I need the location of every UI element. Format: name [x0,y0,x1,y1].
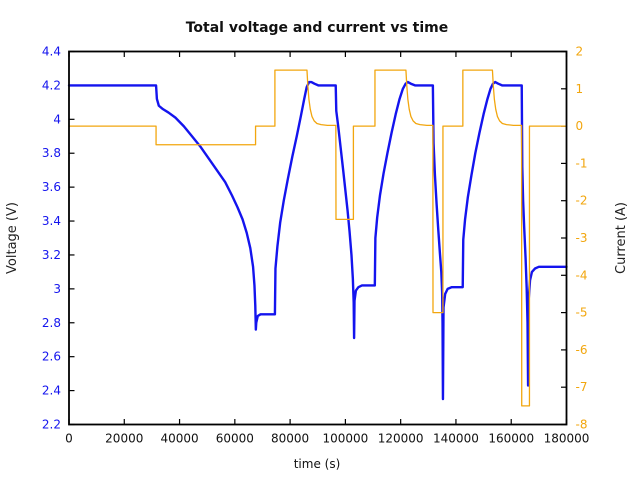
chart-title: Total voltage and current vs time [186,20,449,36]
y-right-tick-label: 1 [576,82,584,96]
y-right-tick-label: -7 [576,380,588,394]
y-left-tick-label: 3.4 [42,214,61,228]
x-tick-label: 0 [65,432,73,446]
y-right-tick-label: 2 [576,45,584,59]
y-left-tick-label: 4.4 [42,45,61,59]
axis-ticks: 0 20000 40000 60000 80000 100000 120000 140000 1… [42,45,590,446]
x-tick-label: 60000 [216,432,254,446]
y-right-tick-label: -8 [576,418,588,432]
y-left-tick-label: 3.2 [42,248,61,262]
y-right-tick-label: -4 [576,268,588,282]
y-left-axis-title: Voltage (V) [5,202,20,274]
x-axis-title: time (s) [294,457,341,471]
y-right-tick-label: -6 [576,343,588,357]
y-left-tick-label: 2.8 [42,316,61,330]
y-right-tick-label: -3 [576,231,588,245]
y-right-tick-label: -2 [576,194,588,208]
y-left-tick-label: 4 [53,112,61,126]
x-tick-label: 140000 [433,432,479,446]
voltage-line [67,80,568,401]
y-left-tick-label: 3 [53,282,61,296]
x-tick-label: 160000 [488,432,534,446]
y-left-tick-label: 2.4 [42,384,61,398]
x-tick-label: 20000 [105,432,143,446]
x-tick-label: 80000 [271,432,309,446]
y-right-axis-title: Current (A) [614,202,629,274]
x-tick-label: 100000 [322,432,368,446]
plot-frame [68,50,568,426]
y-right-tick-label: -5 [576,306,588,320]
y-left-tick-label: 2.2 [42,418,61,432]
x-tick-label: 40000 [160,432,198,446]
current-line [68,69,568,407]
x-tick-label: 120000 [378,432,424,446]
x-tick-label: 180000 [544,432,590,446]
series-lines [67,69,568,407]
y-right-tick-label: 0 [576,119,584,133]
y-left-tick-label: 2.6 [42,350,61,364]
y-left-tick-label: 3.6 [42,180,61,194]
y-left-tick-label: 3.8 [42,146,61,160]
y-left-tick-label: 4.2 [42,78,61,92]
y-right-tick-label: -1 [576,156,588,170]
